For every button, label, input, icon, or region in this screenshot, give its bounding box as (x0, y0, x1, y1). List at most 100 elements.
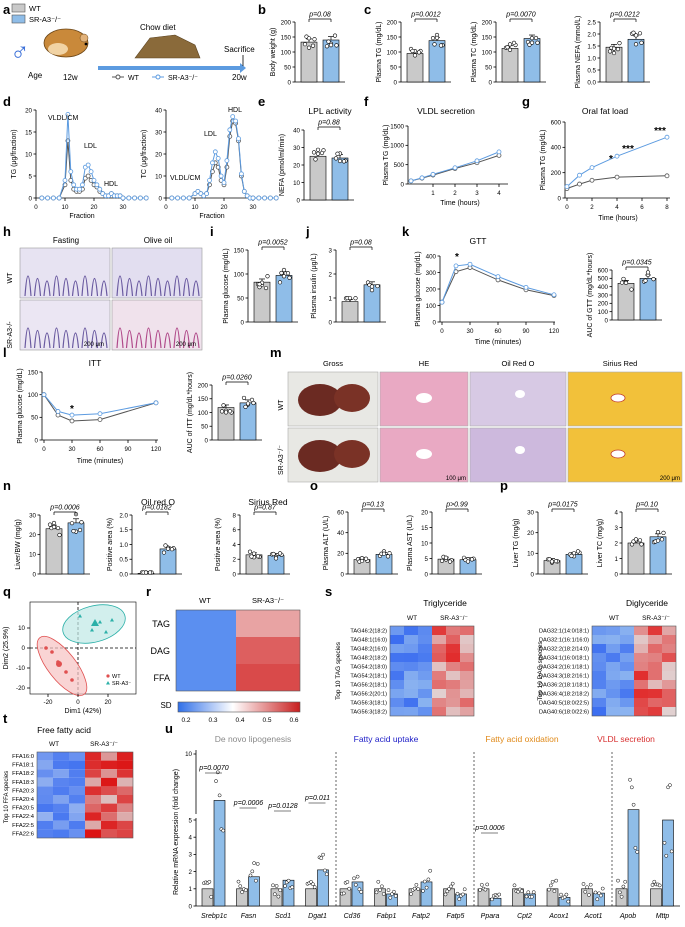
group-label-lipogenesis: De novo lipogenesis (215, 734, 292, 744)
series-point (97, 186, 103, 192)
bar-sr-a3 (239, 402, 257, 441)
x-tick-label: 10 (62, 204, 69, 211)
data-point (223, 410, 229, 415)
y-tick-label: 0 (401, 181, 405, 188)
heatmap-cell (117, 812, 133, 821)
heatmap-cell (620, 671, 634, 680)
data-point (621, 884, 626, 889)
heatmap-cell (634, 707, 648, 716)
data-point (352, 876, 356, 881)
heatmap-cell (85, 795, 101, 804)
heatmap-cell (418, 707, 432, 716)
heatmap-row-label: FFA20:3 (12, 788, 34, 794)
y-tick-label: 5 (425, 556, 429, 563)
heatmap-cell (592, 626, 606, 635)
data-point (279, 270, 284, 276)
heatmap-row-label: FFA22:4 (12, 814, 35, 820)
villus-stroke (81, 327, 89, 349)
data-point (337, 158, 343, 164)
y-axis-label: Positive area (%) (107, 518, 114, 571)
panel-letter-q: q (3, 584, 11, 599)
data-point (529, 36, 535, 41)
scatter-point-wt (64, 670, 68, 674)
data-point (221, 403, 226, 408)
data-point (306, 36, 312, 41)
heatmap-cell (69, 760, 85, 770)
panel-title: Triglyceride (423, 598, 467, 608)
heatmap-cell (69, 829, 85, 838)
liver-lobe (334, 384, 370, 412)
heatmap-row-label: FFA20:5 (12, 806, 34, 812)
data-point (315, 147, 321, 152)
panel-letter-c: c (364, 2, 371, 17)
villus-stroke (125, 329, 134, 349)
y-axis-label: Plasma TG (mg/dL) (540, 130, 547, 191)
data-point (306, 45, 312, 50)
y-tick-label: 30 (155, 129, 162, 136)
gene-label: Fatp2 (412, 913, 430, 920)
data-point (378, 888, 382, 892)
data-point (457, 897, 462, 901)
series-point (88, 169, 94, 175)
data-point (424, 885, 429, 890)
heatmap-cell (37, 786, 53, 795)
gene-label: Fatp5 (447, 913, 465, 920)
significance-star: * (609, 154, 613, 165)
data-point (375, 283, 380, 289)
data-point (359, 558, 365, 564)
gene-label: Acot1 (584, 913, 603, 920)
y-axis-label: Plasma NEFA (mmol/L) (575, 16, 582, 89)
y-tick-label: 150 (482, 34, 493, 41)
data-point (623, 879, 628, 884)
heatmap-cell (662, 671, 676, 680)
data-point (465, 559, 471, 564)
column-ko: SR-A3⁻/⁻ (642, 615, 670, 622)
villus-stroke (71, 280, 80, 297)
panel-letter-t: t (3, 711, 8, 726)
x-tick-label: -20 (44, 699, 54, 706)
series-point (221, 180, 227, 186)
data-point (611, 46, 617, 51)
data-point (335, 151, 340, 156)
series-point (97, 417, 103, 423)
data-point (562, 895, 567, 899)
bar-wt (339, 888, 352, 907)
y-tick-label: 50 (284, 64, 291, 71)
heatmap-cell (592, 707, 606, 716)
y-tick-label: 15 (25, 129, 32, 136)
vessel (515, 390, 525, 398)
row-ko: SR-A3-/- (7, 321, 14, 349)
y-tick-label: 0 (297, 197, 301, 204)
y-tick-label: 0 (558, 195, 562, 202)
y-axis-label: Plasma TC (mg/dL) (471, 22, 478, 83)
heatmap-cell (101, 760, 117, 770)
data-point (311, 882, 315, 887)
y-axis-label: Liver/BW (mg/g) (15, 519, 22, 570)
heatmap-row-label: TAG48:2(18:2) (350, 656, 387, 662)
column-wt: WT (49, 741, 59, 748)
x-tick-label: 30 (250, 204, 257, 211)
data-point (434, 35, 440, 41)
y-tick-label: 500 (598, 276, 609, 283)
p-value: p=0.0182 (141, 505, 171, 512)
x-axis-label: Time (hours) (440, 200, 479, 207)
heatmap-cell (117, 752, 133, 761)
heatmap-cell (606, 662, 620, 671)
data-point (290, 885, 295, 890)
panel-letter-p: p (500, 478, 508, 493)
data-point (250, 869, 255, 874)
data-point (629, 287, 634, 292)
heatmap-cell (53, 752, 69, 761)
y-tick-label: 300 (426, 270, 437, 277)
data-point (616, 878, 620, 883)
heatmap-cell (418, 662, 432, 671)
heatmap-row-label: TAG54:2(18:0) (350, 665, 387, 671)
data-point (469, 557, 475, 562)
heatmap-cell (592, 644, 606, 653)
data-point (286, 878, 291, 883)
y-tick-label: 10 (421, 540, 428, 547)
data-point (243, 404, 248, 410)
y-tick-label: 0.0 (587, 79, 596, 86)
panel-letter-d: d (3, 94, 11, 109)
data-point (633, 33, 639, 38)
